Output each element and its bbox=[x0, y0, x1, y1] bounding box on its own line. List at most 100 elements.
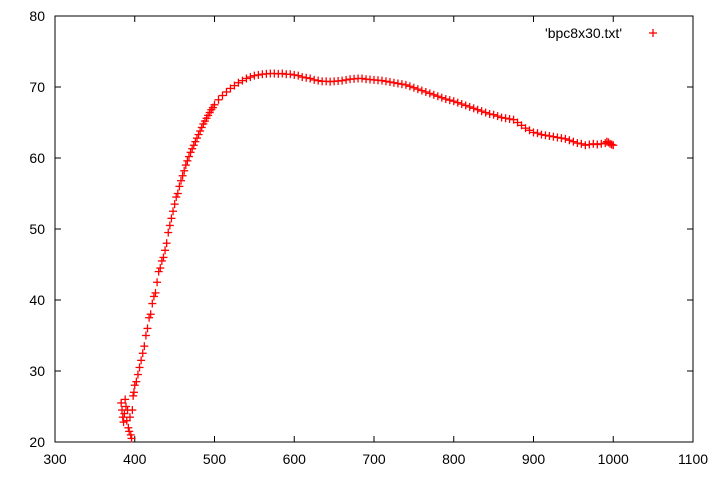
data-point bbox=[238, 76, 247, 85]
data-point bbox=[197, 123, 206, 132]
data-point bbox=[250, 71, 259, 80]
data-point bbox=[242, 74, 251, 83]
data-point bbox=[290, 70, 299, 79]
data-point bbox=[129, 391, 138, 400]
data-point bbox=[549, 132, 558, 141]
data-point bbox=[409, 83, 418, 92]
data-point bbox=[429, 90, 438, 99]
data-point bbox=[457, 100, 466, 109]
data-point bbox=[573, 139, 582, 148]
data-point bbox=[342, 75, 351, 84]
data-point bbox=[214, 95, 223, 104]
data-point bbox=[425, 89, 434, 98]
data-point bbox=[465, 102, 474, 111]
data-point bbox=[121, 402, 130, 411]
data-point bbox=[381, 77, 390, 86]
data-point bbox=[358, 74, 367, 83]
data-point bbox=[138, 349, 147, 358]
data-point bbox=[294, 71, 303, 80]
data-point bbox=[178, 171, 187, 180]
data-point bbox=[157, 256, 166, 265]
data-point bbox=[169, 207, 178, 216]
data-point bbox=[172, 193, 181, 202]
data-point bbox=[338, 76, 347, 85]
data-point bbox=[569, 137, 578, 146]
data-point bbox=[401, 80, 410, 89]
data-point bbox=[461, 101, 470, 110]
y-tick-label: 40 bbox=[29, 292, 45, 308]
legend-label: 'bpc8x30.txt' bbox=[545, 25, 622, 41]
x-tick-label: 900 bbox=[522, 451, 546, 467]
y-tick-label: 30 bbox=[29, 363, 45, 379]
data-point bbox=[545, 131, 554, 140]
data-point bbox=[137, 356, 146, 365]
data-point bbox=[489, 110, 498, 119]
data-point bbox=[145, 313, 154, 322]
data-point bbox=[437, 93, 446, 102]
data-point bbox=[537, 130, 546, 139]
y-tick-label: 60 bbox=[29, 150, 45, 166]
data-point bbox=[210, 100, 219, 109]
data-point bbox=[175, 182, 184, 191]
data-point bbox=[164, 228, 173, 237]
data-point bbox=[218, 91, 227, 100]
data-point bbox=[417, 86, 426, 95]
data-point bbox=[505, 114, 514, 123]
data-point bbox=[413, 85, 422, 94]
data-point bbox=[501, 114, 510, 123]
data-point bbox=[278, 69, 287, 78]
data-point bbox=[385, 78, 394, 87]
data-point bbox=[302, 73, 311, 82]
data-point bbox=[389, 78, 398, 87]
data-point bbox=[377, 76, 386, 85]
data-point bbox=[143, 324, 152, 333]
data-point bbox=[121, 395, 130, 404]
data-point bbox=[125, 427, 134, 436]
data-point bbox=[183, 156, 192, 165]
data-point bbox=[194, 130, 203, 139]
x-tick-label: 500 bbox=[203, 451, 227, 467]
data-point bbox=[577, 139, 586, 148]
data-point bbox=[561, 134, 570, 143]
data-point bbox=[180, 166, 189, 175]
data-point bbox=[585, 140, 594, 149]
data-point bbox=[126, 430, 135, 439]
data-point bbox=[565, 136, 574, 145]
data-point bbox=[167, 214, 176, 223]
data-point bbox=[156, 264, 165, 273]
data-point bbox=[149, 292, 158, 301]
data-point bbox=[192, 134, 201, 143]
data-points bbox=[117, 69, 618, 443]
data-point bbox=[125, 413, 134, 422]
data-point bbox=[597, 139, 606, 148]
data-point bbox=[254, 70, 263, 79]
data-point bbox=[397, 80, 406, 89]
data-point bbox=[222, 87, 231, 96]
data-point bbox=[286, 70, 295, 79]
data-point bbox=[146, 310, 155, 319]
x-tick-label: 600 bbox=[283, 451, 307, 467]
data-point bbox=[581, 141, 590, 150]
axis-tick-labels: 300 400 500 600 700 800 900 1000 1100 20 30 40 50 60 7… bbox=[29, 8, 708, 467]
x-tick-label: 800 bbox=[442, 451, 466, 467]
data-point bbox=[135, 363, 144, 372]
data-point bbox=[541, 131, 550, 140]
data-point bbox=[497, 113, 506, 122]
data-point bbox=[148, 299, 157, 308]
data-point bbox=[191, 137, 200, 146]
data-point bbox=[128, 406, 137, 415]
legend-marker-plus-icon bbox=[649, 29, 657, 37]
data-point bbox=[445, 96, 454, 105]
data-point bbox=[609, 141, 618, 150]
data-point bbox=[186, 148, 195, 157]
y-tick-label: 50 bbox=[29, 221, 45, 237]
data-point bbox=[525, 126, 534, 135]
data-point bbox=[449, 97, 458, 106]
data-point bbox=[141, 331, 150, 340]
data-point bbox=[181, 161, 190, 170]
y-tick-label: 20 bbox=[29, 434, 45, 450]
data-point bbox=[184, 152, 193, 161]
x-tick-label: 1000 bbox=[598, 451, 629, 467]
